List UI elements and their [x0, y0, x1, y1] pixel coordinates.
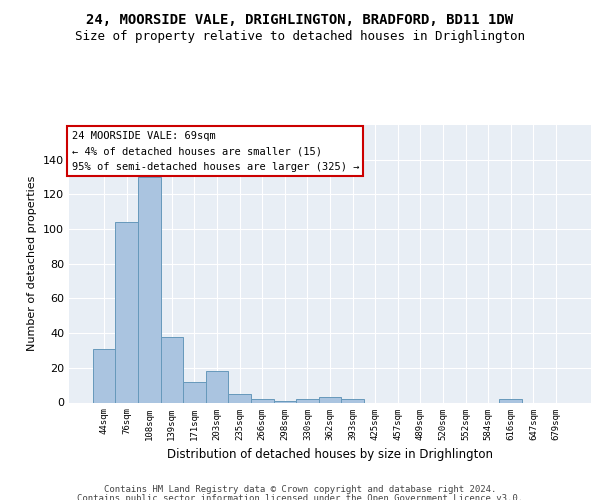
Bar [183, 382, 206, 402]
Text: Size of property relative to detached houses in Drighlington: Size of property relative to detached ho… [75, 30, 525, 43]
Bar [499, 399, 522, 402]
Text: Contains public sector information licensed under the Open Government Licence v3: Contains public sector information licen… [77, 494, 523, 500]
Bar [251, 399, 274, 402]
Bar [138, 177, 161, 402]
Bar [93, 348, 115, 403]
Bar [319, 398, 341, 402]
Bar [229, 394, 251, 402]
Bar [274, 401, 296, 402]
Text: Contains HM Land Registry data © Crown copyright and database right 2024.: Contains HM Land Registry data © Crown c… [104, 485, 496, 494]
Bar [341, 399, 364, 402]
Bar [161, 336, 183, 402]
X-axis label: Distribution of detached houses by size in Drighlington: Distribution of detached houses by size … [167, 448, 493, 461]
Y-axis label: Number of detached properties: Number of detached properties [28, 176, 37, 352]
Bar [206, 372, 229, 402]
Text: 24, MOORSIDE VALE, DRIGHLINGTON, BRADFORD, BD11 1DW: 24, MOORSIDE VALE, DRIGHLINGTON, BRADFOR… [86, 12, 514, 26]
Bar [115, 222, 138, 402]
Text: 24 MOORSIDE VALE: 69sqm
← 4% of detached houses are smaller (15)
95% of semi-det: 24 MOORSIDE VALE: 69sqm ← 4% of detached… [71, 130, 359, 172]
Bar [296, 399, 319, 402]
